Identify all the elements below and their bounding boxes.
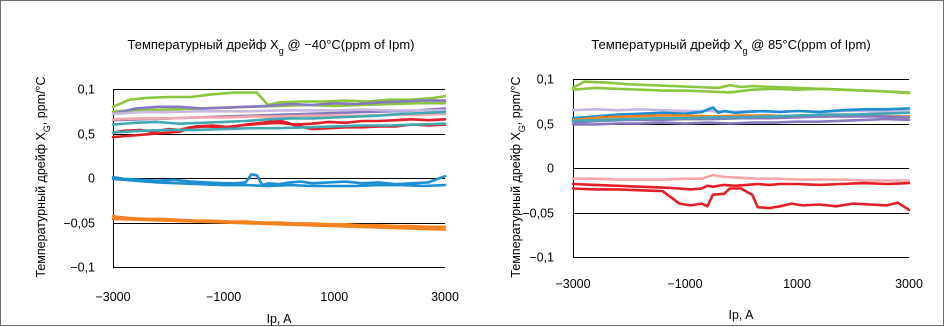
series-line — [571, 187, 911, 212]
chart-left-ylabel: Температурный дрейф XG, ppm/°C — [34, 76, 52, 277]
xtick-label: −1000 — [667, 277, 702, 291]
chart-right-series — [571, 80, 911, 212]
chart-right-title: Температурный дрейф Xg @ 85°C(ppm of Ipm… — [591, 37, 870, 56]
chart-left-series — [111, 91, 447, 231]
series-line — [571, 86, 911, 95]
ytick-label: −0,05 — [522, 207, 554, 221]
xtick-label: −3000 — [555, 277, 590, 291]
chart-left-xlabel: Ip, A — [266, 312, 292, 326]
ytick-label: −0,05 — [63, 217, 95, 231]
chart-right: Температурный дрейф Xg @ 85°C(ppm of Ipm… — [509, 37, 923, 322]
chart-right-ylabel: Температурный дрейф XG, ppm/°C — [509, 76, 527, 277]
series-line — [571, 117, 911, 126]
ytick-label: 0,5 — [78, 128, 95, 142]
ytick-label: 0,5 — [537, 118, 554, 132]
xtick-label: −3000 — [95, 290, 130, 304]
chart-right-gridlines — [573, 79, 909, 258]
chart-right-xtick-labels: −3000 −1000 1000 3000 — [555, 277, 923, 291]
xtick-label: 3000 — [895, 277, 923, 291]
series-line — [111, 215, 447, 229]
xtick-label: 1000 — [783, 277, 811, 291]
ytick-label: −0,1 — [70, 261, 95, 275]
series-line — [111, 99, 447, 116]
chart-left-xtick-labels: −3000 −1000 1000 3000 — [95, 290, 459, 304]
chart-left-title: Температурный дрейф Xg @ −40°C(ppm of Ip… — [128, 37, 415, 56]
series-line — [111, 217, 447, 231]
series-line — [111, 110, 447, 126]
xtick-label: 3000 — [431, 290, 459, 304]
ytick-label: 0,1 — [78, 83, 95, 97]
ytick-label: −0,1 — [529, 251, 554, 265]
series-line — [111, 108, 447, 116]
series-line — [571, 106, 911, 120]
series-line — [111, 91, 447, 109]
chart-left-ytick-labels: −0,1 −0,05 0 0,5 0,1 — [63, 83, 95, 275]
chart-right-ytick-labels: −0,1 −0,05 0 0,5 0,1 — [522, 73, 554, 265]
ytick-label: 0,1 — [537, 73, 554, 87]
xtick-label: 1000 — [320, 290, 348, 304]
series-line — [111, 122, 447, 134]
chart-right-xlabel: Ip, A — [728, 308, 754, 322]
xtick-label: −1000 — [206, 290, 241, 304]
ytick-label: 0 — [547, 162, 554, 176]
ytick-label: 0 — [88, 172, 95, 186]
chart-left: Температурный дрейф Xg @ −40°C(ppm of Ip… — [34, 37, 459, 326]
series-line — [111, 177, 447, 188]
series-line — [571, 181, 911, 191]
series-line — [571, 111, 911, 123]
series-line — [111, 173, 447, 187]
series-line — [571, 173, 911, 182]
